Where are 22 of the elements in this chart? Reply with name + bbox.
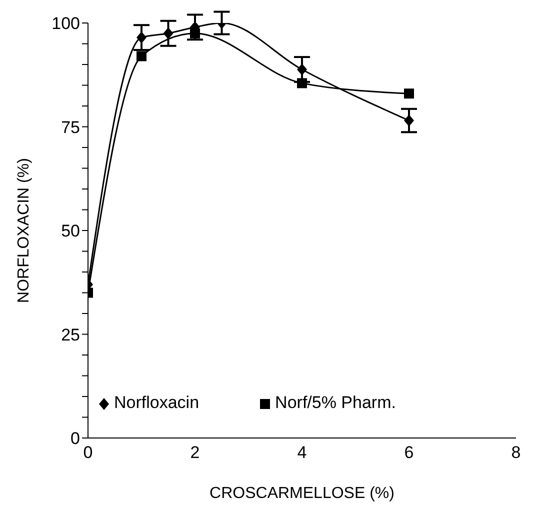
- point: [136, 32, 146, 44]
- y-tick-label: 25: [61, 325, 80, 344]
- y-tick-label: 75: [61, 118, 80, 137]
- x-axis-title: CROSCARMELLOSE (%): [210, 485, 394, 502]
- x-tick-label: 6: [404, 443, 414, 462]
- legend-label: Norfloxacin: [113, 393, 200, 413]
- point: [136, 51, 146, 62]
- x-tick-label: 4: [297, 443, 307, 462]
- y-tick-label: 100: [52, 14, 80, 34]
- point: [190, 28, 200, 38]
- x-tick-label: 0: [83, 443, 93, 462]
- y-tick-label: 50: [61, 222, 80, 241]
- x-tick-label: 8: [511, 443, 521, 462]
- point: [404, 114, 414, 127]
- x-tick-label: 2: [190, 443, 200, 462]
- point: [404, 88, 414, 99]
- legend-label: Norf/5% Pharm.: [274, 393, 396, 413]
- y-tick-label: 0: [70, 429, 80, 448]
- point: [297, 78, 307, 88]
- y-axis-title: NORFLOXACIN (%): [16, 158, 33, 303]
- point: [297, 63, 307, 76]
- point: [163, 27, 174, 40]
